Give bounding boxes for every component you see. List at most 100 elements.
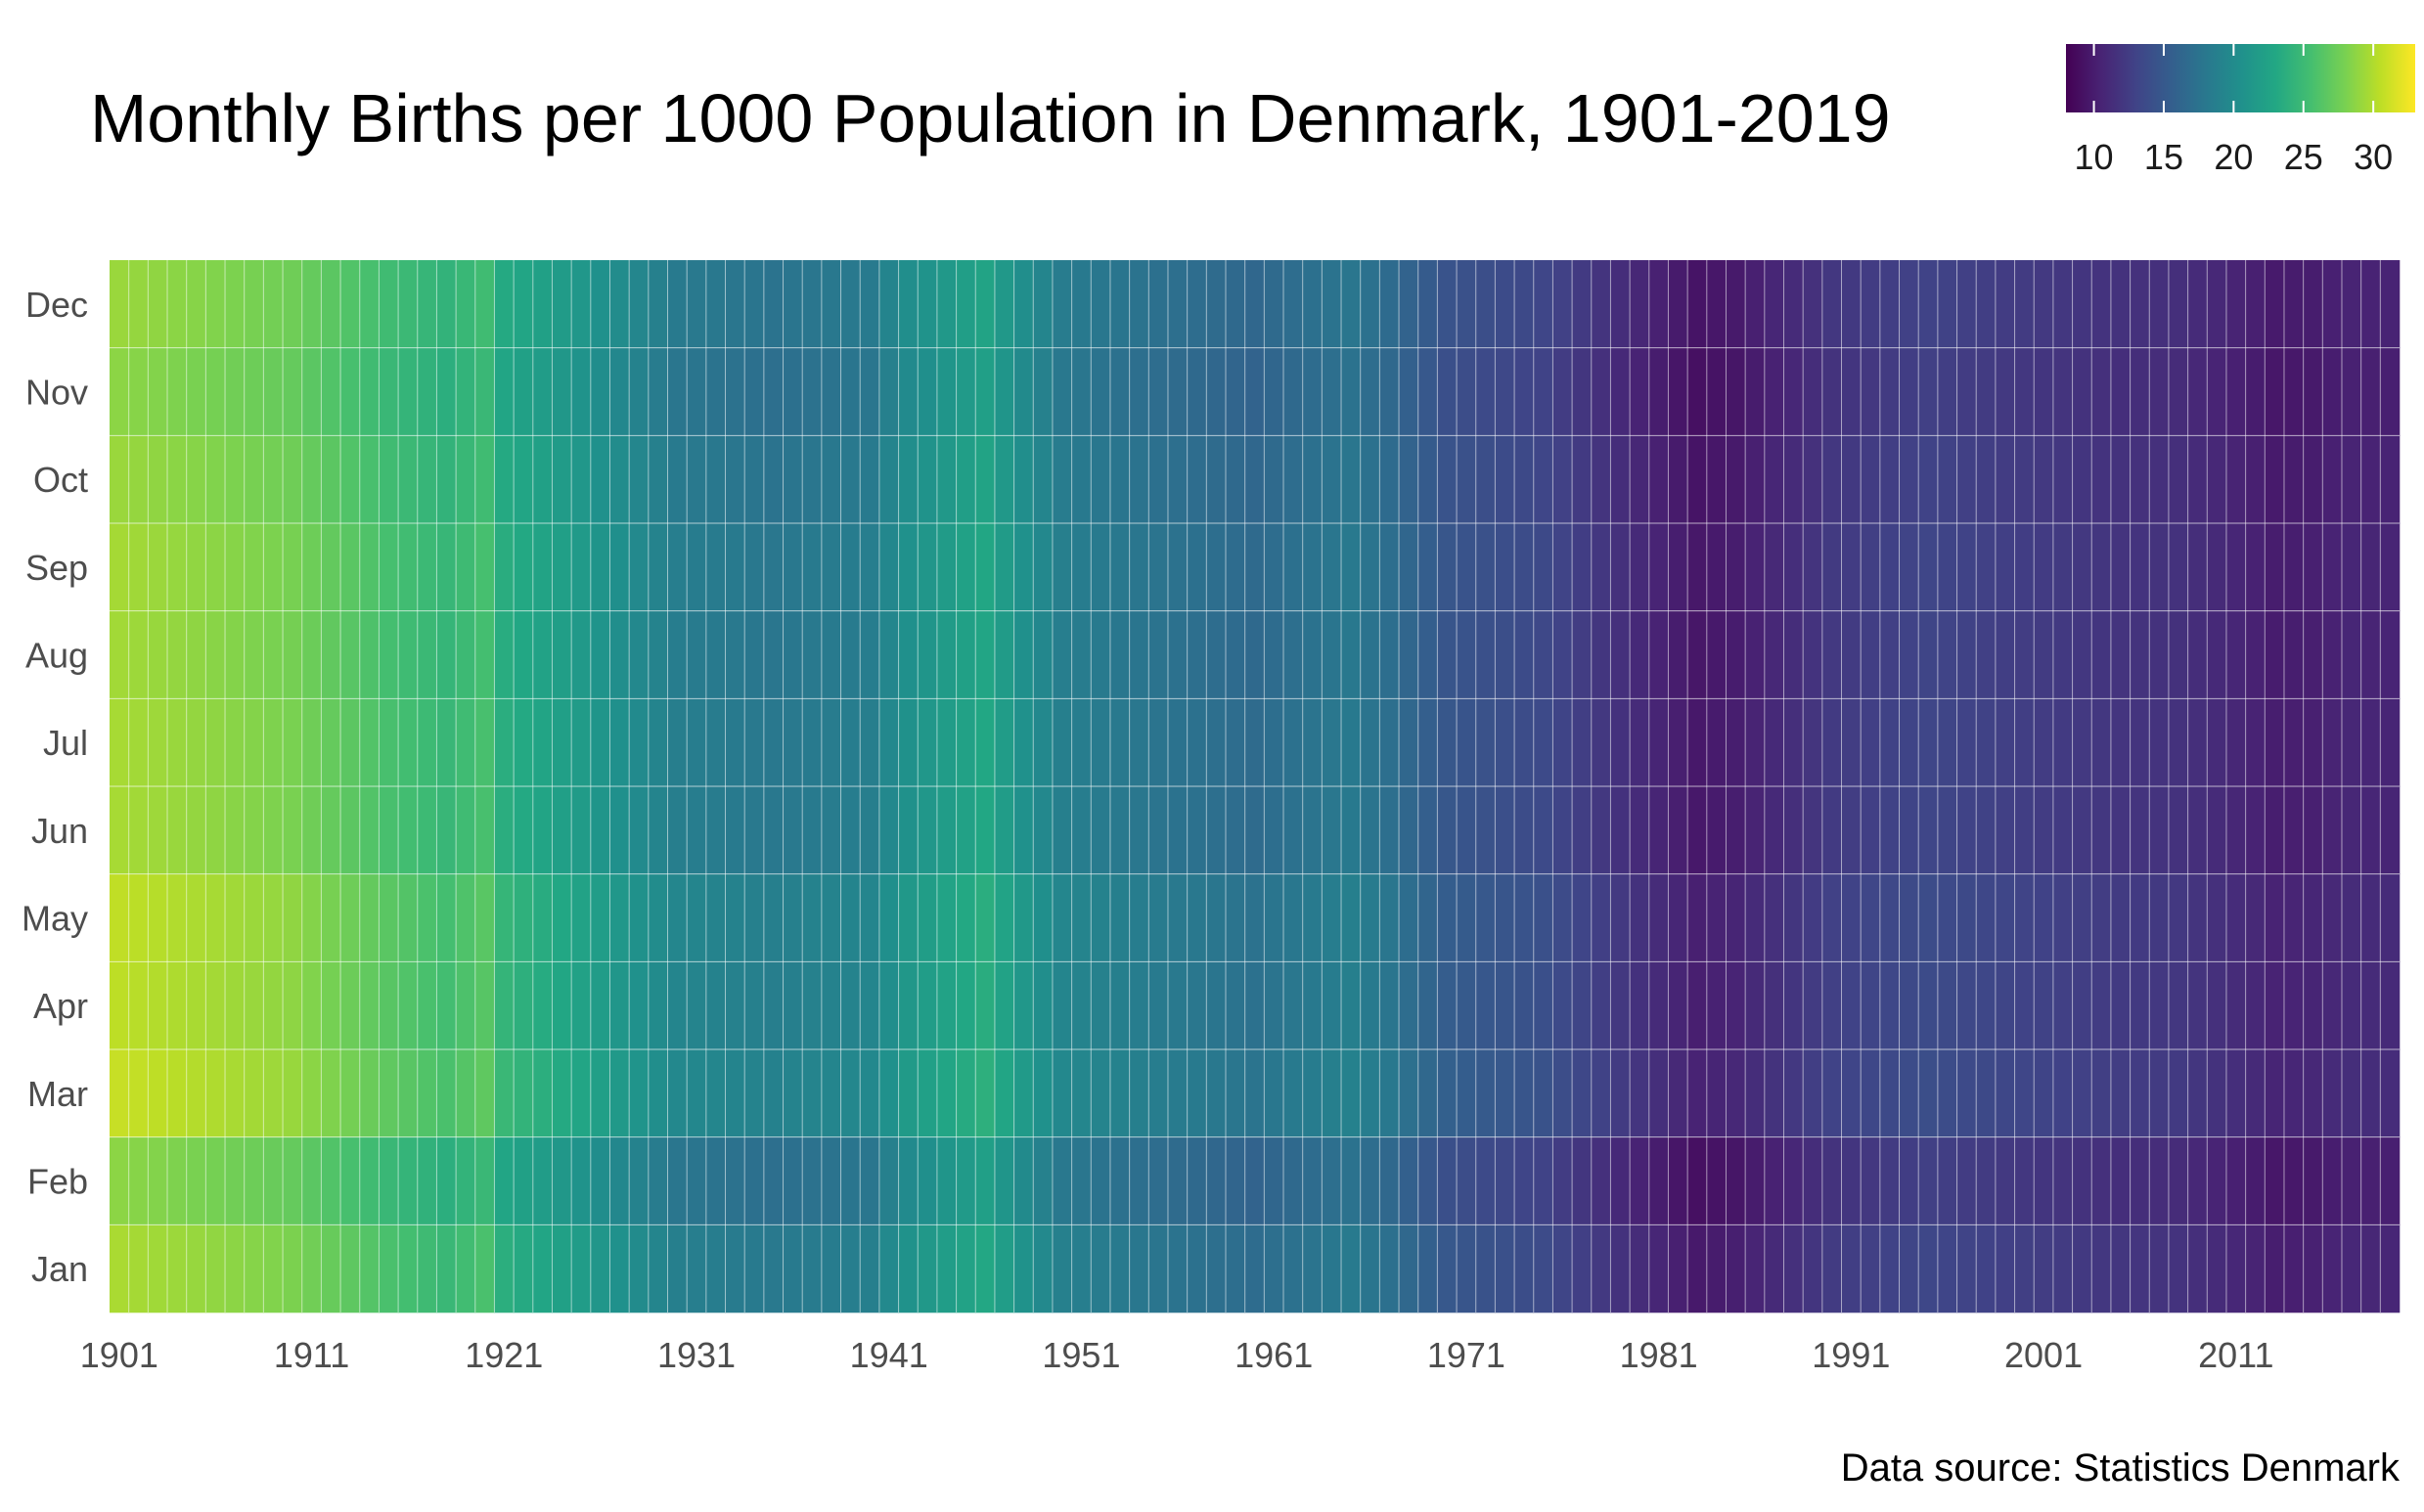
heatmap-cell (1495, 961, 1515, 1050)
heatmap-cell (2187, 961, 2208, 1050)
heatmap-cell (1033, 347, 1054, 436)
heatmap-cell (898, 698, 919, 787)
heatmap-cell (1475, 786, 1496, 874)
heatmap-cell (1495, 1049, 1515, 1137)
heatmap-cell (1745, 1224, 1766, 1313)
heatmap-cell (956, 786, 976, 874)
heatmap-cell (2380, 347, 2401, 436)
heatmap-cell (571, 347, 592, 436)
heatmap-cell (1861, 873, 1881, 962)
heatmap-cell (609, 260, 630, 348)
heatmap-cell (1687, 1136, 1708, 1225)
heatmap-cell (763, 260, 784, 348)
heatmap-cell (1475, 961, 1496, 1050)
heatmap-cell (2110, 961, 2131, 1050)
heatmap-cell (1033, 260, 1054, 348)
heatmap-cell (1322, 260, 1342, 348)
heatmap-cell (1129, 786, 1149, 874)
heatmap-cell (1341, 610, 1361, 699)
heatmap-cell (821, 698, 841, 787)
heatmap-cell (186, 260, 206, 348)
heatmap-cell (1995, 961, 2015, 1050)
heatmap-cell (1264, 610, 1284, 699)
heatmap-cell (821, 347, 841, 436)
heatmap-cell (1956, 961, 1977, 1050)
heatmap-cell (763, 1224, 784, 1313)
heatmap-cell (1879, 1049, 1900, 1137)
heatmap-cell (1668, 786, 1688, 874)
heatmap-cell (552, 786, 572, 874)
heatmap-cell (2110, 873, 2131, 962)
heatmap-cell (687, 435, 707, 524)
heatmap-cell (975, 786, 996, 874)
heatmap-cell (1225, 961, 1245, 1050)
heatmap-cell (1803, 523, 1823, 611)
heatmap-cell (1360, 435, 1380, 524)
heatmap-cell (1706, 1049, 1727, 1137)
heatmap-cell (2380, 260, 2401, 348)
heatmap-cell (1495, 1136, 1515, 1225)
heatmap-cell (340, 523, 361, 611)
heatmap-cell (1244, 260, 1265, 348)
heatmap-cell (1610, 347, 1631, 436)
heatmap-cell (609, 610, 630, 699)
heatmap-cell (1437, 260, 1458, 348)
heatmap-cell (225, 610, 245, 699)
heatmap-cell (648, 523, 668, 611)
heatmap-cell (956, 523, 976, 611)
heatmap-cell (1918, 698, 1939, 787)
heatmap-cell (514, 260, 534, 348)
heatmap-cell (1129, 347, 1149, 436)
heatmap-cell (1533, 260, 1553, 348)
heatmap-cell (2265, 873, 2285, 962)
heatmap-cell (1861, 435, 1881, 524)
heatmap-cell (936, 260, 957, 348)
heatmap-cell (1552, 786, 1573, 874)
heatmap-cell (1302, 1049, 1323, 1137)
heatmap-cell (205, 347, 226, 436)
heatmap-cell (1726, 786, 1746, 874)
heatmap-cell (167, 1049, 187, 1137)
heatmap-cell (2034, 610, 2054, 699)
heatmap-cell (552, 347, 572, 436)
heatmap-cell (1283, 1049, 1303, 1137)
heatmap-cell (2052, 347, 2073, 436)
heatmap-cell (1437, 873, 1458, 962)
heatmap-cell (2168, 698, 2188, 787)
heatmap-cell (1591, 873, 1611, 962)
heatmap-cell (1379, 1049, 1400, 1137)
heatmap-cell (1861, 260, 1881, 348)
heatmap-cell (878, 1049, 899, 1137)
heatmap-cell (494, 1136, 515, 1225)
heatmap-cell (359, 435, 380, 524)
heatmap-cell (2322, 435, 2343, 524)
heatmap-cell (1783, 873, 1804, 962)
heatmap-cell (1745, 698, 1766, 787)
heatmap-cell (1783, 1136, 1804, 1225)
heatmap-cell (1726, 961, 1746, 1050)
heatmap-cell (359, 523, 380, 611)
heatmap-cell (975, 698, 996, 787)
heatmap-cell (1091, 1224, 1111, 1313)
heatmap-cell (148, 523, 168, 611)
heatmap-cell (840, 1049, 861, 1137)
heatmap-cell (1610, 610, 1631, 699)
heatmap-cell (2207, 961, 2227, 1050)
heatmap-cell (263, 1224, 284, 1313)
heatmap-cell (494, 260, 515, 348)
heatmap-cell (1091, 435, 1111, 524)
heatmap-cell (648, 260, 668, 348)
heatmap-cell (2207, 610, 2227, 699)
heatmap-cell (167, 698, 187, 787)
heatmap-cell (840, 786, 861, 874)
heatmap-cell (1533, 347, 1553, 436)
heatmap-cell (359, 1049, 380, 1137)
heatmap-cell (379, 260, 399, 348)
heatmap-cell (1821, 1224, 1842, 1313)
heatmap-cell (1013, 1224, 1034, 1313)
heatmap-cell (2283, 260, 2304, 348)
heatmap-cell (2130, 1136, 2150, 1225)
heatmap-cell (244, 1136, 264, 1225)
heatmap-cell (1899, 698, 1919, 787)
heatmap-cell (1706, 435, 1727, 524)
